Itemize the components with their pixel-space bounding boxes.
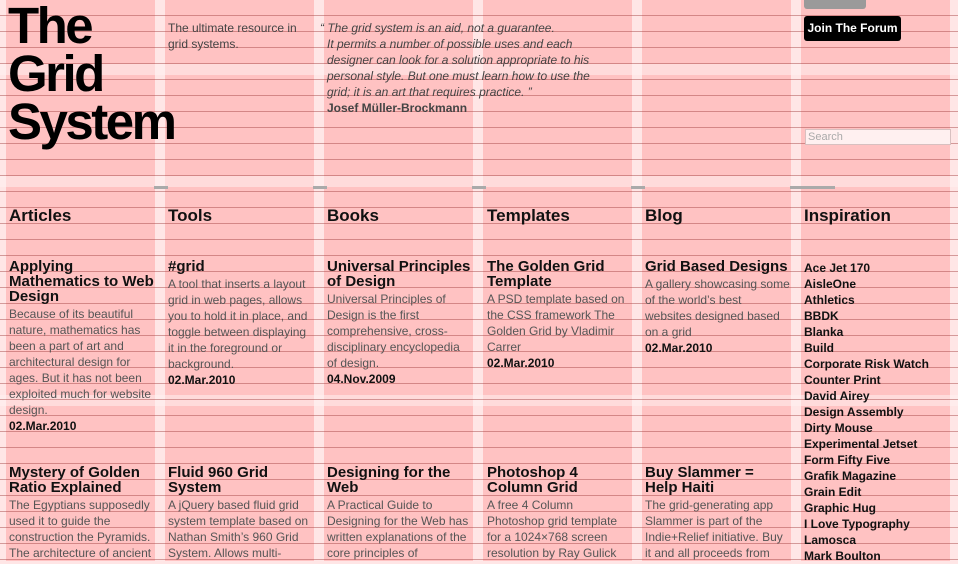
template-item: The Golden Grid Template A PSD template … [487, 259, 632, 371]
inspiration-link[interactable]: Graphic Hug [804, 501, 877, 515]
inspiration-link[interactable]: Ace Jet 170 [804, 261, 871, 275]
site-tagline: The ultimate resource in grid systems. [168, 21, 297, 51]
inspiration-link[interactable]: Grain Edit [804, 485, 862, 499]
inspiration-link[interactable]: Grafik Magazine [804, 469, 897, 483]
grid-column-5 [642, 0, 791, 561]
quote-line: It permits a number of possible uses and… [327, 37, 573, 51]
column-marker [313, 186, 327, 189]
tool-item: #grid A tool that inserts a layout grid … [168, 259, 313, 388]
book-item: Designing for the Web A Practical Guide … [327, 465, 472, 561]
inspiration-link[interactable]: Build [804, 341, 834, 355]
inspiration-link[interactable]: Mark Boulton [804, 549, 881, 563]
grid-column-6 [801, 0, 950, 561]
nav-blog[interactable]: Blog [645, 206, 683, 225]
inspiration-link[interactable]: I Love Typography [804, 517, 910, 531]
column-marker [631, 186, 645, 189]
blog-date: 02.Mar.2010 [645, 341, 713, 355]
article-date: 02.Mar.2010 [9, 419, 77, 433]
book-description: Universal Principles of Design is the fi… [327, 292, 460, 370]
tool-title[interactable]: Fluid 960 Grid System [168, 464, 269, 496]
grid-column-1 [6, 0, 155, 561]
column-marker [154, 186, 168, 189]
top-tab-button[interactable] [804, 0, 866, 9]
tool-description: A jQuery based fluid grid system templat… [168, 498, 309, 560]
join-forum-button[interactable]: Join The Forum [804, 16, 901, 41]
inspiration-list: Ace Jet 170 AisleOne Athletics BBDK Blan… [804, 260, 954, 564]
column-marker [472, 186, 486, 189]
book-title[interactable]: Universal Principles of Design [327, 258, 471, 290]
blog-item: Buy Slammer = Help Haiti The grid-genera… [645, 465, 790, 561]
header-quote: “ The grid system is an aid, not a guara… [320, 20, 610, 116]
grid-column-4 [483, 0, 632, 561]
quote-line: “ The grid system is an aid, not a guara… [320, 21, 555, 35]
inspiration-link[interactable]: Blanka [804, 325, 844, 339]
nav-tools[interactable]: Tools [168, 206, 213, 225]
logo-line: Grid [8, 45, 105, 102]
article-title[interactable]: Applying Mathematics to Web Design [9, 258, 154, 305]
template-title[interactable]: The Golden Grid Template [487, 258, 605, 290]
book-description: A Practical Guide to Designing for the W… [327, 498, 469, 560]
logo-line: System [8, 93, 177, 150]
book-date: 04.Nov.2009 [327, 372, 396, 386]
nav-books[interactable]: Books [327, 206, 379, 225]
template-title[interactable]: Photoshop 4 Column Grid [487, 464, 578, 496]
grid-column-3 [324, 0, 473, 561]
inspiration-link[interactable]: David Airey [804, 389, 870, 403]
inspiration-link[interactable]: Lamosca [804, 533, 857, 547]
template-date: 02.Mar.2010 [487, 356, 555, 370]
quote-author: Josef Müller-Brockmann [327, 101, 468, 115]
template-description: A free 4 Column Photoshop grid template … [487, 498, 618, 560]
quote-line: designer can look for a solution appropr… [327, 53, 590, 67]
search-input[interactable] [805, 129, 951, 145]
article-item: Applying Mathematics to Web Design Becau… [9, 259, 154, 434]
inspiration-link[interactable]: Counter Print [804, 373, 881, 387]
inspiration-link[interactable]: Corporate Risk Watch [804, 357, 929, 371]
inspiration-link[interactable]: Form Fifty Five [804, 453, 891, 467]
tool-item: Fluid 960 Grid System A jQuery based flu… [168, 465, 313, 561]
nav-articles[interactable]: Articles [9, 206, 72, 225]
grid-gutter-row [0, 176, 958, 187]
tool-title[interactable]: #grid [168, 258, 205, 275]
template-item: Photoshop 4 Column Grid A free 4 Column … [487, 465, 632, 561]
quote-line: grid; it is an art that requires practic… [327, 85, 532, 99]
grid-column-2 [165, 0, 314, 561]
blog-description: The grid-generating app Slammer is part … [645, 498, 783, 560]
site-logo[interactable]: The Grid System [8, 0, 177, 150]
book-item: Universal Principles of Design Universal… [327, 259, 472, 387]
nav-inspiration[interactable]: Inspiration [804, 206, 891, 225]
article-description: Because of its beautiful nature, mathema… [9, 307, 152, 417]
inspiration-link[interactable]: AisleOne [804, 277, 857, 291]
tool-date: 02.Mar.2010 [168, 373, 236, 387]
inspiration-link[interactable]: Dirty Mouse [804, 421, 873, 435]
template-description: A PSD template based on the CSS framewor… [487, 292, 625, 354]
logo-line: The [8, 0, 94, 54]
inspiration-link[interactable]: Athletics [804, 293, 855, 307]
inspiration-link[interactable]: Experimental Jetset [804, 437, 918, 451]
blog-title[interactable]: Buy Slammer = Help Haiti [645, 464, 754, 496]
blog-title[interactable]: Grid Based Designs [645, 258, 788, 275]
article-title[interactable]: Mystery of Golden Ratio Explained [9, 464, 140, 496]
tool-description: A tool that inserts a layout grid in web… [168, 277, 308, 371]
article-description: The Egyptians supposedly used it to guid… [9, 498, 152, 560]
blog-description: A gallery showcasing some of the world’s… [645, 277, 790, 339]
column-marker [790, 186, 835, 189]
inspiration-link[interactable]: BBDK [804, 309, 839, 323]
inspiration-link[interactable]: Design Assembly [804, 405, 904, 419]
nav-templates[interactable]: Templates [487, 206, 570, 225]
book-title[interactable]: Designing for the Web [327, 464, 451, 496]
quote-line: personal style. But one must learn how t… [327, 69, 590, 83]
article-item: Mystery of Golden Ratio Explained The Eg… [9, 465, 154, 561]
blog-item: Grid Based Designs A gallery showcasing … [645, 259, 790, 356]
grid-gutter-row [0, 395, 958, 406]
grid-gutter-row [0, 64, 958, 75]
